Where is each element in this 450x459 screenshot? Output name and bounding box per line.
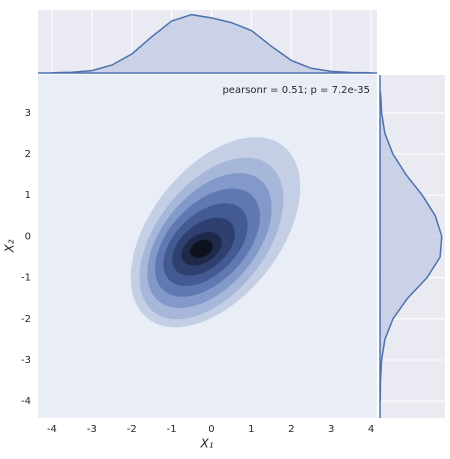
annotation: pearsonr = 0.51; p = 7.2e-35 [222,85,370,96]
x-tick-label: 3 [328,424,334,435]
contour-layer [130,137,301,328]
y-tick-label: -4 [21,396,31,407]
y-tick-label: 1 [25,190,31,201]
y-tick-label: -1 [21,273,31,284]
y-tick-label: 2 [25,149,31,160]
x-tick-label: -4 [47,424,57,435]
x-tick-label: 4 [368,424,374,435]
x-tick-label: -1 [167,424,177,435]
y-axis-label: X₂ [3,239,17,253]
y-tick-label: -2 [21,314,31,325]
y-tick-label: -3 [21,355,31,366]
x-tick-label: 1 [248,424,254,435]
top-marginal-area [51,14,372,73]
x-tick-label: 0 [208,424,214,435]
x-tick-label: -3 [87,424,97,435]
right-marginal-curve [379,92,443,402]
y-tick-label: 3 [25,108,31,119]
x-axis-label: X₁ [199,437,213,451]
density-contour [190,239,213,258]
top-marginal-curve [51,13,372,74]
y-tick-label: 0 [25,231,31,242]
x-tick-label: 2 [288,424,294,435]
right-marginal-area [380,92,442,402]
x-tick-label: -2 [127,424,137,435]
